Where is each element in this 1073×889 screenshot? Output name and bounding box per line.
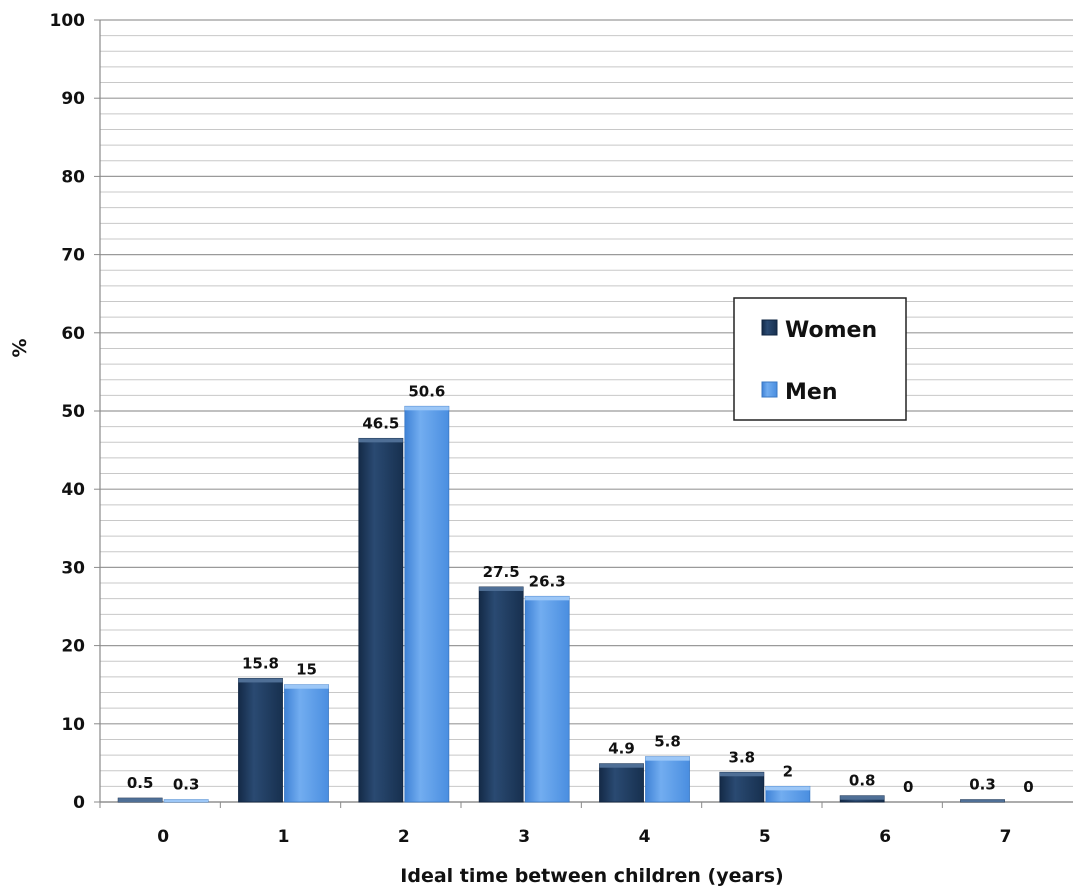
legend-label-women: Women: [785, 318, 877, 343]
x-tick-label: 3: [518, 827, 530, 847]
data-label-men: 15: [296, 661, 317, 679]
bar-top-highlight: [238, 678, 283, 683]
bar-top-highlight: [645, 756, 690, 761]
y-axis: 0 10 20 30 40 50 60 70 80 90 100: [50, 11, 101, 813]
bar-top-highlight: [599, 763, 644, 768]
bars: [117, 405, 1005, 803]
bar-top-highlight: [765, 786, 810, 791]
x-axis: 0 1 2 3 4 5 6 7: [99, 801, 1073, 847]
x-tick-label: 0: [157, 827, 169, 847]
bar-top-highlight: [525, 596, 570, 601]
bar-top-highlight: [479, 586, 524, 591]
y-tick-label: 100: [50, 11, 86, 31]
bar-top-highlight: [284, 684, 329, 689]
x-tick-label: 1: [278, 827, 290, 847]
data-label-women: 4.9: [608, 740, 635, 758]
data-label-men: 0: [1023, 778, 1033, 796]
data-label-women: 15.8: [242, 654, 279, 672]
y-tick-label: 90: [61, 89, 85, 109]
legend-box: [733, 297, 907, 421]
bar-women: [358, 437, 404, 803]
bar-top-highlight: [960, 799, 1005, 802]
y-tick-label: 0: [73, 793, 85, 813]
bar-men: [524, 595, 570, 803]
y-axis-title: %: [9, 338, 31, 357]
y-tick-label: 50: [61, 402, 85, 422]
data-label-men: 5.8: [654, 733, 681, 751]
bar-women: [599, 763, 644, 803]
data-label-men: 2: [783, 762, 793, 780]
x-tick-label: 6: [879, 827, 891, 847]
bar-top-highlight: [719, 772, 764, 777]
data-labels: 0.5 0.3 15.8 15 46.5 50.6 27.5 26.3 4.9 5.8 3.8 2 0.…: [127, 382, 1034, 796]
legend-swatch-women: [761, 319, 778, 336]
legend: Women Men: [733, 297, 907, 421]
bar-top-highlight: [118, 798, 163, 802]
y-tick-label: 70: [61, 246, 85, 266]
x-tick-label: 7: [1000, 827, 1012, 847]
y-tick-label: 20: [61, 637, 85, 657]
data-label-men: 50.6: [408, 382, 445, 400]
y-tick-label: 30: [61, 558, 85, 578]
y-tick-label: 60: [61, 324, 85, 344]
data-label-women: 0.8: [849, 772, 876, 790]
data-label-men: 26.3: [529, 572, 566, 590]
data-label-women: 0.5: [127, 774, 154, 792]
x-tick-label: 5: [759, 827, 771, 847]
legend-swatch-men: [761, 381, 778, 398]
bar-top-highlight: [358, 438, 403, 443]
bar-top-highlight: [164, 799, 209, 802]
data-label-women: 3.8: [729, 748, 756, 766]
bar-men: [284, 684, 329, 803]
y-tick-label: 40: [61, 480, 85, 500]
bar-women: [238, 678, 283, 803]
bar-men: [404, 405, 450, 803]
data-label-women: 0.3: [969, 776, 996, 794]
bar-men: [645, 756, 690, 803]
y-tick-label: 80: [61, 167, 85, 187]
data-label-men: 0: [903, 778, 913, 796]
y-tick-label: 10: [61, 715, 85, 735]
bar-top-highlight: [840, 795, 885, 800]
x-tick-label: 2: [398, 827, 410, 847]
data-label-women: 46.5: [362, 414, 399, 432]
data-label-women: 27.5: [483, 563, 520, 581]
x-tick-label: 4: [639, 827, 651, 847]
x-axis-title: Ideal time between children (years): [400, 865, 783, 887]
legend-label-men: Men: [785, 380, 837, 405]
bar-women: [478, 586, 524, 803]
data-label-men: 0.3: [173, 776, 200, 794]
bar-top-highlight: [404, 406, 449, 411]
bar-women: [719, 771, 765, 803]
